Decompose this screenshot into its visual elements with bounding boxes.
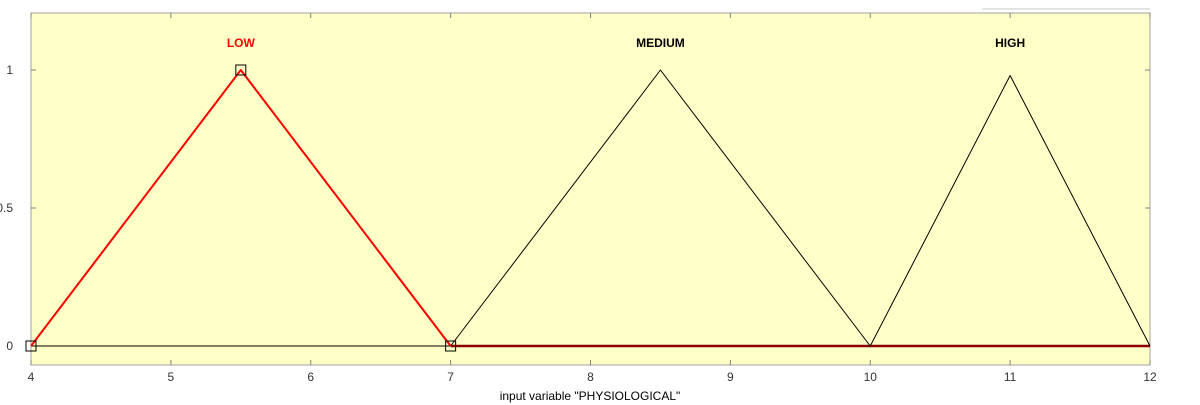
x-tick-label: 7 <box>447 370 454 384</box>
mf-curve-medium[interactable] <box>450 69 871 347</box>
mf-curve-low[interactable] <box>30 69 452 347</box>
vertex-handle[interactable] <box>445 340 457 352</box>
y-tick-label: 0 <box>6 339 13 353</box>
axis-ticks <box>30 13 1151 365</box>
x-tick-label: 9 <box>727 370 734 384</box>
plot-area[interactable] <box>30 12 1151 366</box>
vertex-handle[interactable] <box>25 340 37 352</box>
x-tick-label: 10 <box>864 370 878 384</box>
x-axis-title: input variable "PHYSIOLOGICAL" <box>500 389 681 403</box>
x-tick-label: 12 <box>1143 370 1157 384</box>
y-tick-label: 1 <box>6 63 13 77</box>
x-tick-label: 5 <box>168 370 175 384</box>
mf-curves <box>25 64 1151 352</box>
y-tick-label: 0.5 <box>0 201 13 215</box>
x-tick-label: 8 <box>587 370 594 384</box>
mf-label-high: HIGH <box>995 36 1025 50</box>
x-tick-label: 4 <box>28 370 35 384</box>
x-tick-label: 11 <box>1004 370 1017 384</box>
mf-label-medium: MEDIUM <box>636 36 685 50</box>
mf-label-low: LOW <box>227 36 256 50</box>
mf-labels: MEDIUM HIGH LOW <box>227 36 1025 50</box>
x-tick-label: 6 <box>307 370 314 384</box>
mf-curve-high[interactable] <box>869 75 1151 347</box>
vertex-handle[interactable] <box>235 64 247 76</box>
tick-labels: 4 5 6 7 8 9 10 11 12 0 0.5 1 <box>0 63 1157 384</box>
